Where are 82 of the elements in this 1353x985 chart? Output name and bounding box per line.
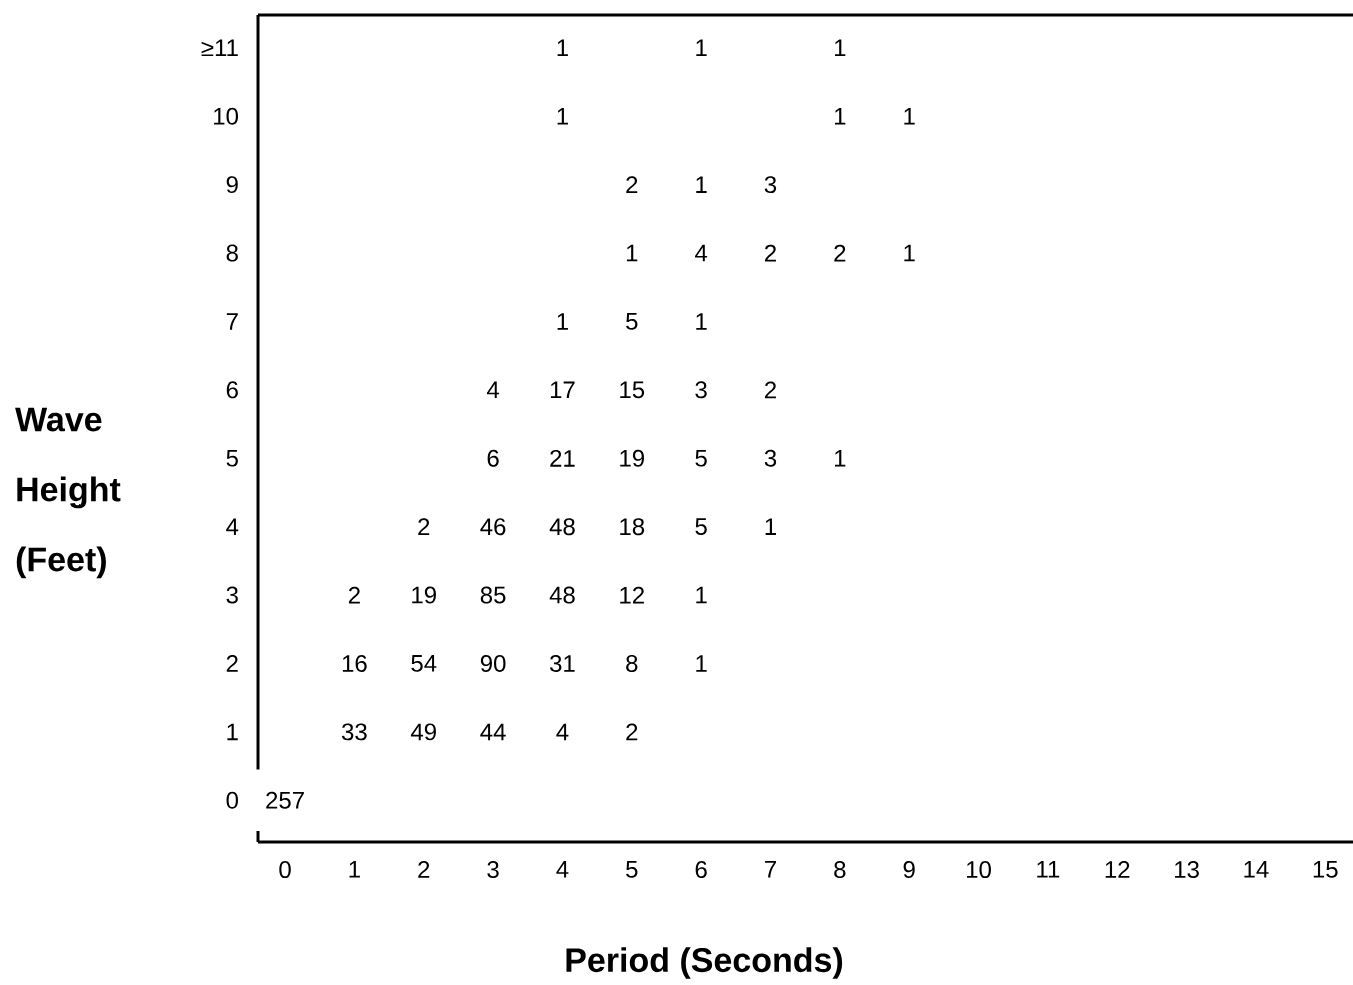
data-label: 1 — [904, 107, 915, 125]
data-label: 49 — [410, 723, 436, 741]
x-tick-label: 7 — [765, 861, 776, 878]
data-label: 1 — [557, 313, 568, 330]
data-label: 4 — [556, 723, 569, 741]
data-label: 90 — [480, 654, 506, 672]
data-label: 1 — [696, 313, 707, 330]
data-label: 1 — [904, 244, 915, 262]
data-label: 8 — [626, 654, 638, 672]
data-label: 19 — [412, 586, 436, 604]
data-label: 1 — [696, 176, 707, 193]
data-label: 3 — [695, 381, 707, 399]
data-label: 2 — [765, 381, 776, 399]
data-label: 5 — [695, 518, 707, 536]
data-label: 2 — [348, 586, 360, 604]
y-tick-label: 4 — [226, 518, 239, 535]
y-tick-label: 0 — [226, 791, 239, 809]
y-tick-label: 3 — [226, 586, 238, 604]
data-label: 21 — [550, 449, 575, 467]
x-tick-label: 12 — [1105, 861, 1130, 878]
data-label: 1 — [557, 39, 568, 57]
data-label: 1 — [557, 107, 568, 125]
x-tick-label: 11 — [1037, 861, 1060, 878]
data-label: 54 — [411, 655, 437, 672]
data-label: 1 — [696, 39, 707, 57]
y-tick-label: 8 — [226, 244, 238, 262]
data-label: 48 — [549, 518, 575, 536]
x-tick-label: 5 — [626, 861, 638, 878]
data-label: 3 — [764, 176, 777, 194]
data-label: 3 — [764, 449, 777, 467]
x-tick-label: 0 — [279, 861, 291, 879]
data-label: 4 — [695, 244, 708, 262]
y-tick-label: 9 — [226, 176, 238, 194]
data-label: 257 — [266, 791, 304, 809]
text: Wave Height (Feet) — [15, 407, 121, 579]
x-tick-label: 8 — [834, 861, 846, 879]
data-label: 1 — [834, 450, 846, 467]
data-label: 6 — [487, 449, 499, 467]
x-tick-label: 13 — [1175, 861, 1199, 879]
y-tick-label: 6 — [226, 381, 238, 399]
x-tick-label: 4 — [556, 861, 569, 878]
data-label: 1 — [626, 244, 638, 262]
data-label: 16 — [342, 654, 367, 672]
x-axis-title: Period (Seconds) — [566, 947, 843, 979]
data-label: 19 — [620, 449, 644, 467]
data-label: 18 — [620, 518, 645, 536]
data-label: 17 — [550, 381, 575, 399]
data-label: 1 — [834, 39, 846, 57]
x-tick-label: 15 — [1313, 861, 1338, 878]
data-label: 31 — [550, 654, 575, 672]
data-label: 2 — [626, 176, 638, 194]
data-label: 44 — [480, 723, 506, 741]
y-tick-label: 7 — [226, 313, 238, 330]
data-label: 12 — [620, 586, 644, 604]
data-label: 33 — [341, 723, 367, 741]
data-label: 1 — [696, 655, 707, 672]
y-tick-label: 1 — [227, 723, 238, 741]
x-tick-label: 10 — [967, 861, 991, 879]
y-tick-label: 10 — [214, 107, 239, 125]
data-label: 4 — [486, 381, 500, 399]
data-label: 5 — [695, 449, 707, 467]
data-label: 2 — [765, 244, 776, 262]
data-label: 2 — [834, 244, 846, 262]
x-tick-label: 6 — [695, 861, 707, 879]
x-tick-label: 1 — [349, 861, 360, 878]
x-tick-label: 9 — [903, 861, 915, 879]
data-label: 1 — [765, 518, 776, 535]
data-label: 48 — [549, 586, 575, 604]
data-label: 5 — [626, 313, 638, 330]
x-tick-label: 14 — [1244, 861, 1269, 878]
data-label: 2 — [626, 723, 638, 741]
data-label: 15 — [620, 381, 645, 399]
data-label: 1 — [696, 586, 707, 604]
data-label: 85 — [480, 586, 506, 604]
y-tick-label: 2 — [226, 655, 238, 672]
data-label: 46 — [480, 518, 506, 536]
y-tick-label: ≥11 — [201, 39, 238, 57]
data-label: 2 — [418, 518, 430, 536]
data-label: 1 — [834, 107, 846, 125]
x-tick-label: 3 — [487, 861, 499, 879]
y-tick-label: 5 — [226, 449, 238, 467]
x-tick-label: 2 — [418, 861, 430, 878]
